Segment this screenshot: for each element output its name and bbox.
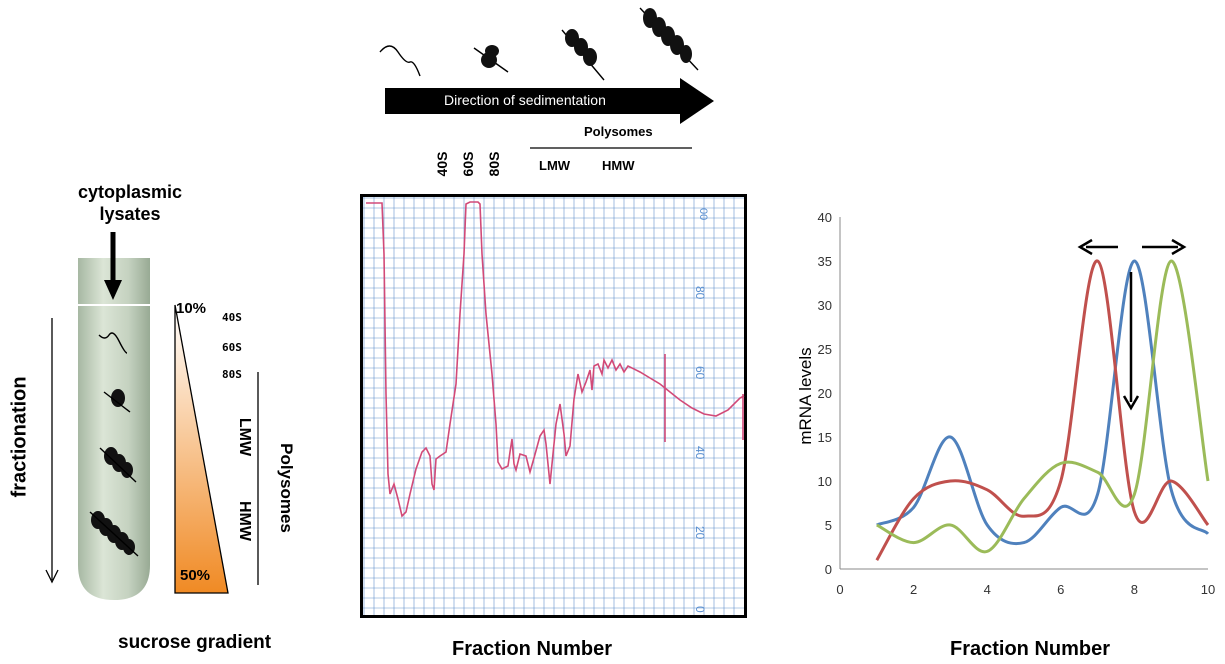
tube-lmw-label: LMW	[236, 417, 253, 457]
line-chart-panel: 0 5 10 15 20 25 30 35 40 0 2 4 6 8 10 mRNA levels Frac…	[780, 0, 1225, 664]
trace-panel: Direction of sedimentation Polysomes LMW…	[340, 0, 780, 664]
y-tick-label: 30	[818, 298, 832, 313]
scale-label-40: 40	[693, 446, 707, 460]
series-line-3	[876, 259, 1210, 554]
tube-mark-40s: 40S	[222, 311, 242, 324]
peak-80s-label: 80S	[486, 151, 502, 177]
top-polysomes-label: Polysomes	[584, 124, 653, 139]
top-hmw-label: HMW	[602, 158, 635, 173]
tube-polysomes-label: Polysomes	[277, 443, 296, 533]
tube-diagram	[45, 232, 259, 600]
y-tick-label: 40	[818, 210, 832, 225]
monosome-icon	[103, 389, 131, 413]
scale-label-60: 60	[693, 366, 707, 380]
y-tick-label: 15	[818, 430, 832, 445]
peak-60s-label: 60S	[460, 151, 476, 177]
peak-40s-label: 40S	[434, 151, 450, 177]
tube-mark-80s: 80S	[222, 368, 242, 381]
x-tick-label: 0	[836, 582, 843, 597]
y-tick-label: 35	[818, 254, 832, 269]
tube-hmw-label: HMW	[236, 501, 253, 541]
top-lmw-label: LMW	[539, 158, 571, 173]
tube-caption: sucrose gradient	[118, 632, 272, 653]
scale-100: 00	[697, 208, 709, 220]
absorbance-trace: 00 80 60 40 20 0	[360, 194, 747, 618]
gradient-top-label: 10%	[176, 300, 207, 317]
trace-grid	[363, 197, 744, 615]
hmw-polysome-top-icon	[639, 7, 699, 71]
mrna-free-icon	[379, 45, 421, 77]
fractionation-label: fractionation	[8, 376, 31, 498]
mrna-icon	[98, 332, 128, 354]
y-tick-label: 20	[818, 386, 832, 401]
trace-paper	[360, 194, 747, 618]
tube-body	[78, 258, 150, 600]
x-tick-label: 6	[1057, 582, 1064, 597]
mrna-line-chart: 0 5 10 15 20 25 30 35 40 0 2 4 6 8 10	[818, 210, 1216, 597]
tube-panel: cytoplasmic lysates	[0, 0, 340, 664]
monosome-top-icon	[473, 45, 509, 73]
x-tick-label: 8	[1131, 582, 1138, 597]
sucrose-gradient-wedge	[174, 304, 229, 594]
trace-line	[366, 201, 745, 518]
y-axis-label: mRNA levels	[796, 347, 815, 445]
x-tick-label: 4	[984, 582, 991, 597]
scale-label-80: 80	[693, 286, 707, 300]
scale-label-0: 0	[693, 606, 707, 613]
x-tick-label: 2	[910, 582, 917, 597]
series-line-2	[875, 259, 1210, 561]
sedimentation-arrow	[385, 78, 714, 124]
tube-mark-60s: 60S	[222, 341, 242, 354]
trace-caption: Fraction Number	[452, 638, 613, 660]
sedimentation-icons	[379, 7, 714, 149]
shift-arrows	[1077, 238, 1187, 411]
gradient-bottom-label: 50%	[180, 567, 211, 584]
hmw-polysome-icon	[89, 511, 139, 557]
line-chart-caption: Fraction Number	[950, 638, 1111, 660]
tube-title-line1: cytoplasmic	[77, 182, 183, 202]
x-tick-label: 10	[1201, 582, 1215, 597]
lmw-polysome-icon	[99, 447, 137, 483]
y-tick-label: 10	[818, 474, 832, 489]
y-tick-label: 0	[825, 562, 832, 577]
y-tick-label: 5	[825, 518, 832, 533]
series-line-1	[876, 259, 1210, 546]
scale-label-20: 20	[693, 526, 707, 540]
sedimentation-arrow-label: Direction of sedimentation	[444, 92, 606, 108]
tube-title-line2: lysates	[99, 204, 161, 224]
y-tick-label: 25	[818, 342, 832, 357]
lmw-polysome-top-icon	[561, 29, 605, 81]
